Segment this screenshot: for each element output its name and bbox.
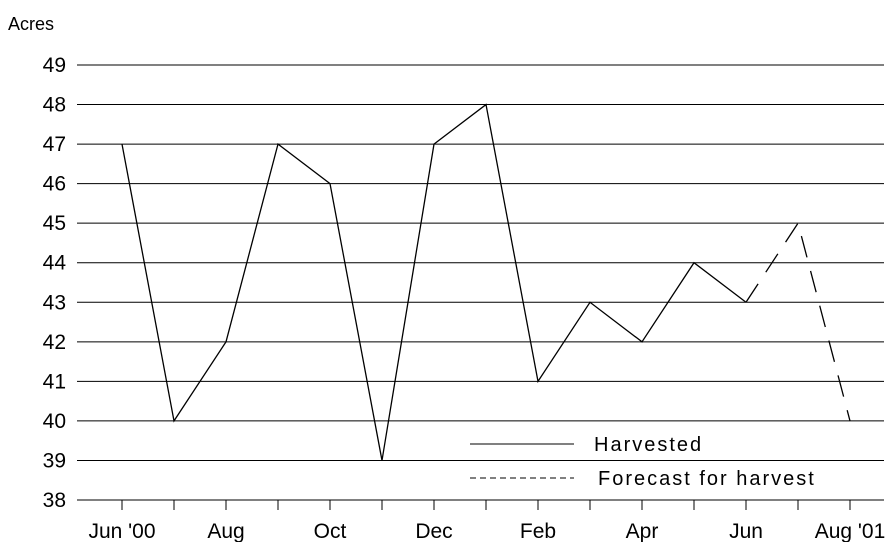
- y-tick-label-47: 47: [43, 133, 66, 156]
- x-tick-label-14: Aug '01: [815, 520, 886, 542]
- gridlines: [77, 64, 884, 501]
- y-axis-title: Acres: [8, 14, 54, 34]
- x-tick-label-2: Aug: [207, 520, 244, 542]
- series-line-forecast: [745, 221, 851, 422]
- x-tick-label-12: Jun: [729, 520, 763, 542]
- y-tick-label-49: 49: [43, 54, 66, 77]
- y-tick-label-39: 39: [43, 449, 66, 472]
- legend-label-harvested: Harvested: [594, 434, 703, 456]
- y-axis-ticks: 38 39 40 41 42 43 44 45 46 47 48 49: [43, 54, 67, 512]
- x-tick-label-6: Dec: [415, 520, 452, 542]
- x-tick-label-10: Apr: [626, 520, 659, 542]
- x-tick-label-4: Oct: [314, 520, 347, 542]
- y-tick-label-44: 44: [43, 252, 67, 275]
- legend: Harvested Forecast for harvest: [470, 434, 816, 490]
- x-tick-label-0: Jun '00: [88, 520, 155, 542]
- y-tick-label-38: 38: [43, 489, 66, 512]
- x-tick-label-8: Feb: [520, 520, 556, 542]
- series-line-harvested: [121, 103, 747, 461]
- y-tick-label-43: 43: [43, 291, 66, 314]
- y-tick-label-40: 40: [43, 410, 66, 433]
- series-group: [121, 103, 851, 461]
- y-tick-label-42: 42: [43, 331, 66, 354]
- legend-label-forecast: Forecast for harvest: [598, 468, 816, 490]
- y-tick-label-45: 45: [43, 212, 66, 235]
- y-tick-label-46: 46: [43, 173, 66, 196]
- y-tick-label-41: 41: [43, 370, 66, 393]
- y-tick-label-48: 48: [43, 94, 66, 117]
- x-axis: Jun '00 Aug Oct Dec Feb Apr Jun Aug '01: [88, 500, 885, 542]
